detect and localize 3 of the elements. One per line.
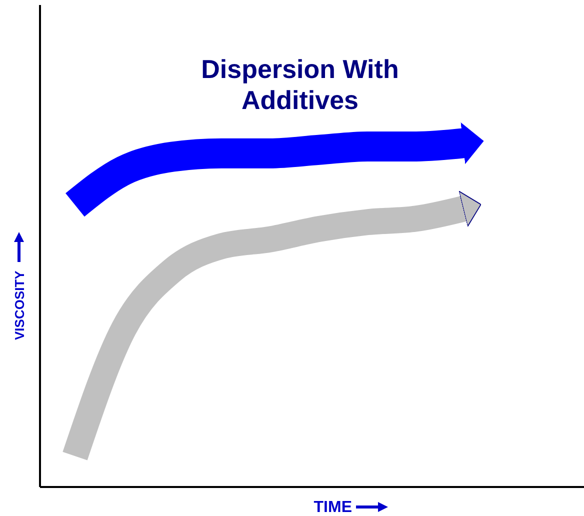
series-label: Dispersion With Additives <box>201 54 399 115</box>
y-axis-title: VISCOSITY <box>12 270 27 340</box>
x-axis-title: TIME <box>314 499 352 516</box>
